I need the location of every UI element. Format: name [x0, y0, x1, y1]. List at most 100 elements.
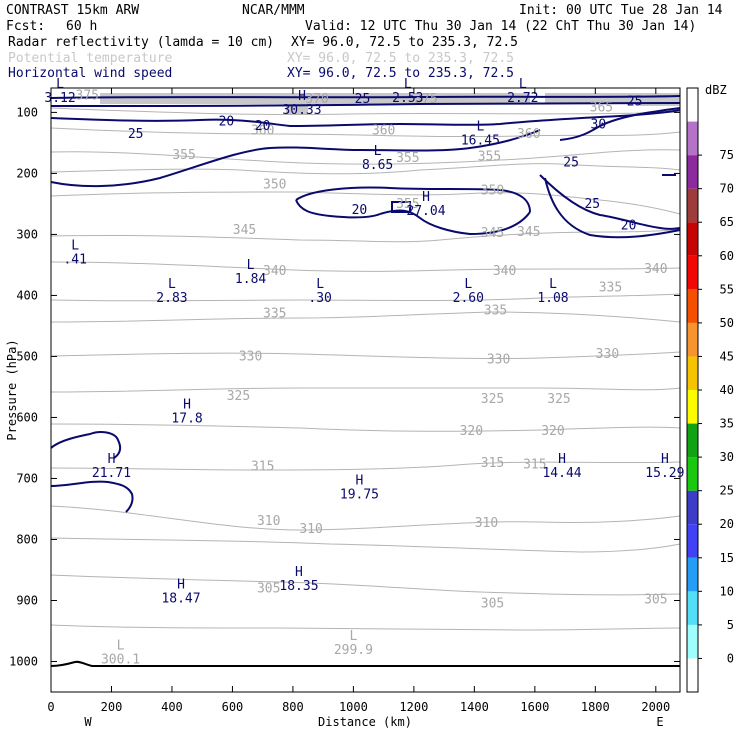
theta-contour [50, 311, 681, 323]
wind-contour [544, 177, 681, 239]
theta-contour-label: 340 [263, 264, 286, 279]
colorbar-level-label: 70 [720, 182, 734, 196]
theta-contour-label: 305 [481, 597, 504, 612]
axes: 0 200 400 600 800 1000 1200 1400 1600 1800 2000 100… [9, 88, 680, 714]
extremum-marker: H [661, 452, 669, 467]
wind-contour [50, 129, 541, 188]
y-tick-label: 1000 [9, 654, 38, 668]
wind-contour [50, 480, 134, 513]
theta-contour-label: 355 [396, 197, 419, 212]
colorbar-level-label: 40 [720, 383, 734, 397]
header: CONTRAST 15km ARW NCAR/MMM Init: 00 UTC … [6, 3, 723, 81]
theta-contour-label: 330 [239, 349, 262, 364]
wind-contours [50, 95, 681, 513]
colorbar-swatch [687, 88, 698, 122]
theta-contour-label: 325 [481, 392, 504, 407]
colorbar-swatch [687, 356, 698, 390]
plot-frame [50, 87, 681, 693]
theta-contour-label: 310 [299, 522, 322, 537]
extremum-value: .30 [308, 291, 331, 306]
extremum-marker: L [56, 77, 64, 92]
theta-contour [50, 163, 681, 175]
theta-contour-label: 355 [172, 148, 195, 163]
colorbar-swatch [687, 591, 698, 625]
fcst-value: 60 h [66, 19, 97, 34]
extremum-value: 19.75 [340, 488, 379, 503]
wind-contour-label: 25 [355, 92, 371, 107]
theta-contour-label: 310 [257, 514, 280, 529]
valid-time: Valid: 12 UTC Thu 30 Jan 14 (22 ChT Thu … [305, 19, 696, 34]
extremum-value: 1.84 [235, 272, 266, 287]
colorbar-level-label: 45 [720, 349, 734, 363]
colorbar-level-label: 5 [727, 618, 734, 632]
x-tick-label: 1400 [460, 700, 489, 714]
x-tick-label: 400 [161, 700, 183, 714]
wind-contour-label: 20 [621, 218, 637, 233]
extremum-value: 30.33 [282, 103, 321, 118]
theta-contour-label: 360 [517, 127, 540, 142]
theta-contour [50, 574, 681, 596]
x-tick-label: 2000 [641, 700, 670, 714]
extremum-marker: H [177, 577, 185, 592]
extremum-marker: L [247, 258, 255, 273]
wind-contour-label: 20 [352, 203, 368, 218]
theta-contour [50, 387, 681, 393]
wind-contour-label: 20 [255, 119, 271, 134]
y-tick-label: 500 [16, 349, 38, 363]
theta-contour-label: 330 [487, 352, 510, 367]
theta-contour-label: 355 [478, 149, 501, 164]
theta-contour [50, 351, 681, 360]
theta-contour [50, 127, 681, 138]
extremum-value: 2.83 [156, 291, 187, 306]
colorbar-swatch [687, 524, 698, 558]
theta-contour-label: 320 [541, 424, 564, 439]
colorbar-unit: dBZ [705, 83, 727, 97]
extremum-marker: H [295, 565, 303, 580]
wind-contour-label: 25 [584, 197, 600, 212]
theta-contour-label: 375 [414, 92, 437, 107]
theta-contour-label: 345 [517, 225, 540, 240]
plot-background [51, 88, 680, 692]
theta-contour-label: 360 [251, 124, 274, 139]
extremum-marker: H [356, 474, 364, 489]
extremum-marker: H [108, 452, 116, 467]
reflectivity-patch-right [640, 98, 680, 106]
wind-contour [539, 174, 681, 230]
field-xy-wind: XY= 96.0, 72.5 to 235.3, 72.5 [287, 66, 514, 81]
theta-contour-label: 340 [644, 262, 667, 277]
field-name-reflectivity: Radar reflectivity (lamda = 10 cm) [8, 35, 274, 50]
extremum-marker: L [464, 277, 472, 292]
x-tick-label: 200 [101, 700, 123, 714]
colorbar-swatch [687, 188, 698, 223]
theta-contour-label: 375 [76, 88, 99, 103]
field-name-wind: Horizontal wind speed [8, 66, 172, 81]
theta-contour [50, 261, 681, 272]
wind-contour-label: 25 [627, 94, 643, 109]
wind-contour-label: 20 [219, 115, 235, 130]
x-tick-label: 800 [282, 700, 304, 714]
extremum-value: 18.47 [161, 591, 200, 606]
extremum-marker: L [519, 77, 527, 92]
theta-contour [50, 505, 681, 531]
theta-contour-label: 360 [372, 124, 395, 139]
reflectivity-band-top-right [545, 93, 680, 104]
field-name-theta: Potential temperature [8, 51, 173, 66]
colorbar-level-label: 65 [720, 215, 734, 229]
wind-contour [50, 102, 681, 107]
extremum-value: .41 [63, 253, 86, 268]
theta-contour-label: 345 [481, 226, 504, 241]
theta-contour-label: 335 [484, 304, 507, 319]
extremum-marker: L [374, 144, 382, 159]
theta-contour-label: 350 [263, 177, 286, 192]
extremum-marker: H [558, 452, 566, 467]
theta-contour-label: 330 [596, 347, 619, 362]
colorbar-level-label: 75 [720, 148, 734, 162]
wind-contour-label: 25 [563, 155, 579, 170]
extremum-marker: L [168, 277, 176, 292]
x-tick-label: 1200 [399, 700, 428, 714]
y-axis-title: Pressure (hPa) [5, 339, 19, 440]
x-end-left: W [84, 715, 92, 729]
y-tick-label: 800 [16, 532, 38, 546]
